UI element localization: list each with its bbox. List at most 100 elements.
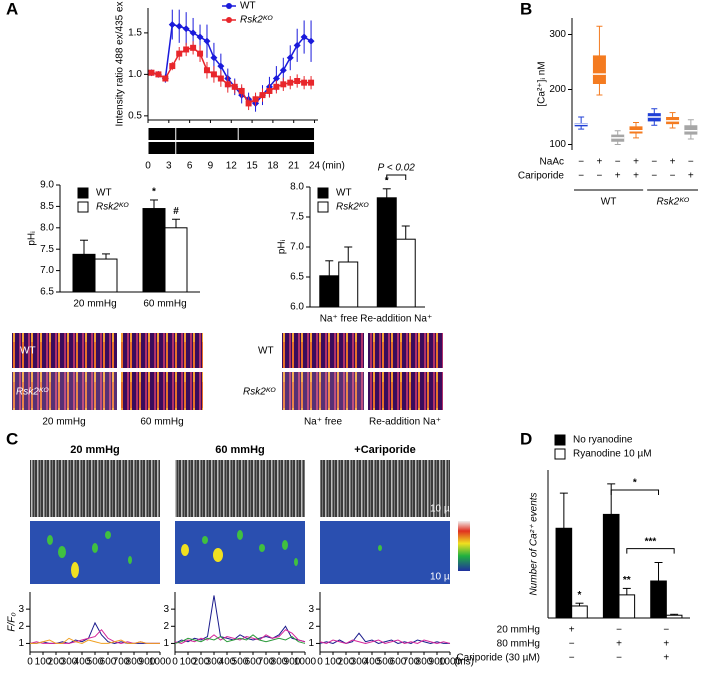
x-tick-label: 0 <box>317 657 323 668</box>
y-tick-label: 8.5 <box>40 201 54 212</box>
bar <box>571 605 588 619</box>
x-tick-label: 3 <box>166 161 172 172</box>
marker <box>183 46 190 53</box>
marker <box>287 79 294 86</box>
column-label: Re-addition Na⁺ <box>369 417 441 428</box>
box <box>684 125 698 135</box>
x-tick-label: 1000 <box>294 657 317 668</box>
marker <box>280 81 287 88</box>
condition-value: + <box>597 157 603 168</box>
condition-value: − <box>651 171 657 182</box>
y-tick-label: 2 <box>163 621 169 632</box>
marker <box>168 21 176 29</box>
box <box>592 55 606 84</box>
protocol-label: Na⁺ <box>244 129 262 140</box>
x-tick-label: 600 <box>245 657 262 668</box>
x-tick-label: 0 <box>27 657 33 668</box>
x-tick-label: 200 <box>193 657 210 668</box>
x-axis-label: (min) <box>322 161 345 172</box>
condition-value: − <box>569 653 575 664</box>
x-tick-label: 18 <box>267 161 279 172</box>
marker <box>217 75 224 82</box>
condition-value: + <box>663 653 669 664</box>
legend-swatch <box>554 434 566 446</box>
scale-bar-label: 10 µm <box>430 504 458 515</box>
bar <box>142 208 166 293</box>
condition-value: + <box>670 157 676 168</box>
marker <box>203 67 210 74</box>
legend-swatch <box>317 187 329 199</box>
column-label: 20 mmHg <box>70 444 120 456</box>
series-line <box>151 47 312 105</box>
y-tick-label: 1 <box>163 638 169 649</box>
protocol-label: 60 <box>182 143 194 154</box>
x-tick-label: 800 <box>126 657 143 668</box>
protocol-segment <box>176 142 315 154</box>
marker <box>203 37 211 45</box>
image <box>12 333 117 368</box>
protocol-segment <box>238 128 315 140</box>
image <box>175 460 305 517</box>
image-grid: WT Rsk2ᴷᴼ 20 mmHg 60 mmHg WT Rsk2ᴷᴼ Na⁺ … <box>12 333 443 428</box>
y-tick-label: 1.0 <box>128 69 142 80</box>
marker <box>307 37 315 45</box>
y-tick-label: 1 <box>18 638 24 649</box>
marker <box>286 54 294 62</box>
marker <box>293 41 301 49</box>
group-label: WT <box>601 197 617 208</box>
condition-value: + <box>615 171 621 182</box>
bracket <box>626 548 675 554</box>
marker <box>301 79 308 86</box>
y-tick-label: 7.5 <box>40 244 54 255</box>
x-tick-label: 800 <box>416 657 433 668</box>
legend-label: WT <box>96 188 112 199</box>
condition-label: Cariporide (30 µM) <box>456 653 540 664</box>
x-tick-label: 400 <box>74 657 91 668</box>
x-tick-label: 500 <box>232 657 249 668</box>
x-tick-label: 100 <box>325 657 342 668</box>
bar <box>72 253 96 293</box>
legend-label: Ryanodine 10 µM <box>573 449 652 460</box>
x-tick-label: 700 <box>403 657 420 668</box>
x-tick-label: 300 <box>351 657 368 668</box>
box <box>629 126 643 134</box>
image <box>12 372 117 410</box>
y-tick-label: 7.0 <box>40 265 54 276</box>
significance-label: # <box>173 206 179 217</box>
legend-swatch <box>317 201 329 213</box>
y-axis-label: pHᵢ <box>277 239 288 254</box>
legend-marker <box>226 17 232 23</box>
x-tick-label: 200 <box>48 657 65 668</box>
bracket-label: P < 0.02 <box>378 163 416 174</box>
row-label: Rsk2ᴷᴼ <box>243 387 276 398</box>
bar <box>650 580 667 619</box>
legend-swatch <box>77 187 89 199</box>
marker <box>300 33 308 41</box>
x-tick-label: 900 <box>429 657 446 668</box>
marker <box>245 100 252 107</box>
y-tick-label: 100 <box>549 139 566 150</box>
y-tick-label: 0.5 <box>128 110 142 121</box>
group-label: Rsk2ᴷᴼ <box>656 197 689 208</box>
y-tick-label: 3 <box>18 604 24 615</box>
bar <box>395 238 416 308</box>
y-tick-label: 1.5 <box>128 28 142 39</box>
image <box>368 372 443 410</box>
y-tick-label: 6.5 <box>290 272 304 283</box>
y-tick-label: 3 <box>308 604 314 615</box>
x-tick-label: 300 <box>61 657 78 668</box>
column-label: +Cariporide <box>354 444 415 456</box>
column-label: 60 mmHg <box>140 417 183 428</box>
y-tick-label: 8.0 <box>40 222 54 233</box>
condition-value: − <box>569 639 575 650</box>
legend-label: Rsk2ᴷᴼ <box>240 15 273 26</box>
x-tick-label: 300 <box>206 657 223 668</box>
x-tick-label: 20 mmHg <box>73 299 116 310</box>
condition-value: − <box>616 625 622 636</box>
marker <box>190 44 197 51</box>
x-tick-label: 15 <box>247 161 259 172</box>
marker <box>189 29 197 37</box>
y-axis-label: [Ca²⁺]ᵢ nM <box>537 61 548 106</box>
x-tick-label: 900 <box>284 657 301 668</box>
protocol-label: Na⁺ <box>154 129 172 140</box>
